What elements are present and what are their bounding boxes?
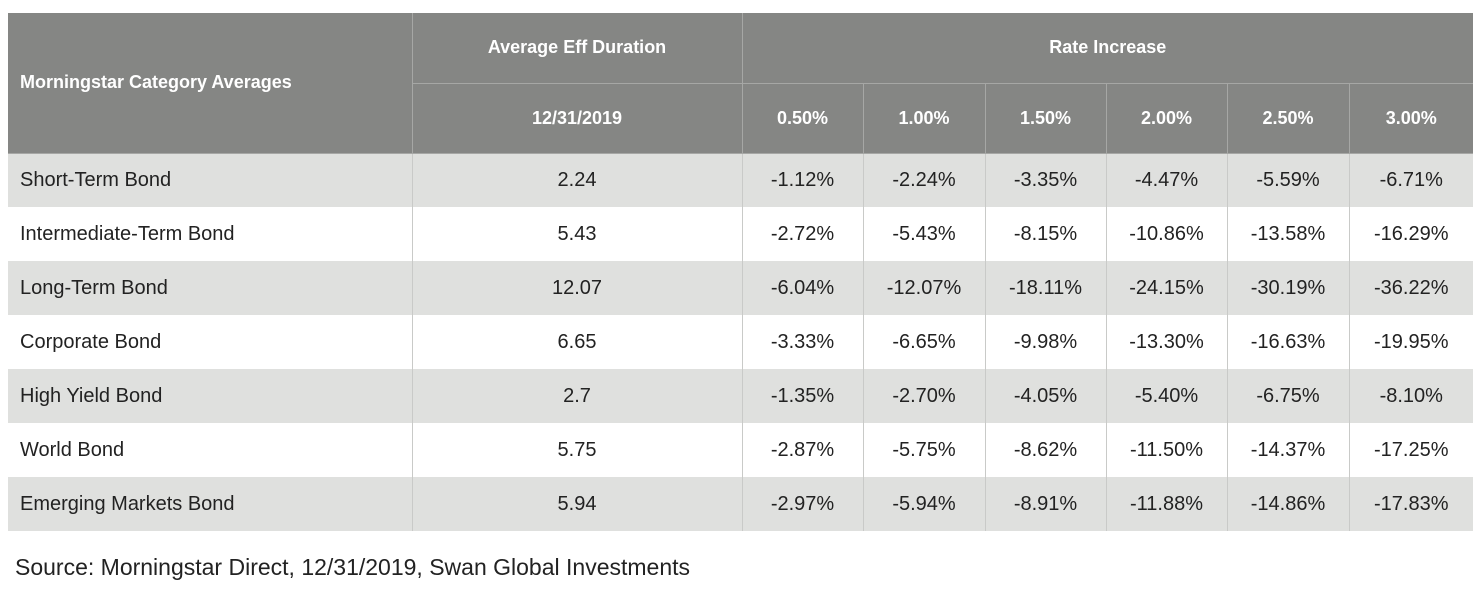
table-header: Morningstar Category Averages Average Ef…: [8, 13, 1473, 153]
rate-change-cell: -1.35%: [742, 369, 863, 423]
rate-change-cell: -2.72%: [742, 207, 863, 261]
source-note: Source: Morningstar Direct, 12/31/2019, …: [15, 554, 690, 581]
table-row: High Yield Bond 2.7 -1.35% -2.70% -4.05% -5.4…: [8, 369, 1473, 423]
header-row-1: Morningstar Category Averages Average Ef…: [8, 13, 1473, 83]
duration-cell: 6.65: [412, 315, 742, 369]
table-row: World Bond 5.75 -2.87% -5.75% -8.62% -11.50% -…: [8, 423, 1473, 477]
rate-change-cell: -3.33%: [742, 315, 863, 369]
rate-change-cell: -3.35%: [985, 153, 1106, 207]
rate-change-cell: -2.70%: [863, 369, 985, 423]
table-row: Intermediate-Term Bond 5.43 -2.72% -5.43% -8…: [8, 207, 1473, 261]
rate-change-cell: -6.71%: [1349, 153, 1473, 207]
rate-change-cell: -30.19%: [1227, 261, 1349, 315]
rate-change-cell: -5.94%: [863, 477, 985, 531]
rate-column-header: 1.50%: [985, 83, 1106, 153]
category-name-cell: Long-Term Bond: [8, 261, 412, 315]
rate-change-cell: -8.62%: [985, 423, 1106, 477]
rate-change-cell: -17.25%: [1349, 423, 1473, 477]
rate-change-cell: -4.47%: [1106, 153, 1227, 207]
table-body: Short-Term Bond 2.24 -1.12% -2.24% -3.35% -4.…: [8, 153, 1473, 531]
rate-change-cell: -5.43%: [863, 207, 985, 261]
rate-change-cell: -36.22%: [1349, 261, 1473, 315]
rate-change-cell: -8.15%: [985, 207, 1106, 261]
table-row: Emerging Markets Bond 5.94 -2.97% -5.94% -8.…: [8, 477, 1473, 531]
rate-change-cell: -1.12%: [742, 153, 863, 207]
category-name-cell: Short-Term Bond: [8, 153, 412, 207]
bond-duration-table: Morningstar Category Averages Average Ef…: [8, 13, 1473, 531]
table-row: Corporate Bond 6.65 -3.33% -6.65% -9.98% -13.…: [8, 315, 1473, 369]
duration-cell: 2.7: [412, 369, 742, 423]
rate-change-cell: -11.50%: [1106, 423, 1227, 477]
category-name-cell: High Yield Bond: [8, 369, 412, 423]
duration-header: Average Eff Duration: [412, 13, 742, 83]
category-name-cell: Emerging Markets Bond: [8, 477, 412, 531]
duration-cell: 5.43: [412, 207, 742, 261]
rate-change-cell: -5.59%: [1227, 153, 1349, 207]
rate-change-cell: -5.40%: [1106, 369, 1227, 423]
rate-change-cell: -9.98%: [985, 315, 1106, 369]
duration-date-header: 12/31/2019: [412, 83, 742, 153]
rate-change-cell: -16.29%: [1349, 207, 1473, 261]
rate-change-cell: -2.24%: [863, 153, 985, 207]
rate-change-cell: -2.87%: [742, 423, 863, 477]
duration-cell: 5.75: [412, 423, 742, 477]
rate-increase-header: Rate Increase: [742, 13, 1473, 83]
category-header: Morningstar Category Averages: [8, 13, 412, 153]
rate-column-header: 0.50%: [742, 83, 863, 153]
rate-change-cell: -13.30%: [1106, 315, 1227, 369]
rate-change-cell: -2.97%: [742, 477, 863, 531]
rate-change-cell: -16.63%: [1227, 315, 1349, 369]
rate-change-cell: -14.86%: [1227, 477, 1349, 531]
duration-cell: 5.94: [412, 477, 742, 531]
rate-change-cell: -5.75%: [863, 423, 985, 477]
rate-change-cell: -13.58%: [1227, 207, 1349, 261]
rate-change-cell: -18.11%: [985, 261, 1106, 315]
duration-cell: 2.24: [412, 153, 742, 207]
rate-column-header: 2.00%: [1106, 83, 1227, 153]
rate-change-cell: -14.37%: [1227, 423, 1349, 477]
category-name-cell: Intermediate-Term Bond: [8, 207, 412, 261]
rate-change-cell: -6.04%: [742, 261, 863, 315]
rate-change-cell: -8.10%: [1349, 369, 1473, 423]
rate-change-cell: -12.07%: [863, 261, 985, 315]
rate-change-cell: -8.91%: [985, 477, 1106, 531]
rate-change-cell: -4.05%: [985, 369, 1106, 423]
rate-change-cell: -6.65%: [863, 315, 985, 369]
rate-change-cell: -6.75%: [1227, 369, 1349, 423]
category-name-cell: World Bond: [8, 423, 412, 477]
rate-column-header: 1.00%: [863, 83, 985, 153]
duration-cell: 12.07: [412, 261, 742, 315]
rate-change-cell: -24.15%: [1106, 261, 1227, 315]
rate-change-cell: -17.83%: [1349, 477, 1473, 531]
rate-column-header: 3.00%: [1349, 83, 1473, 153]
table-row: Long-Term Bond 12.07 -6.04% -12.07% -18.11% -…: [8, 261, 1473, 315]
rate-column-header: 2.50%: [1227, 83, 1349, 153]
rate-change-cell: -11.88%: [1106, 477, 1227, 531]
rate-change-cell: -10.86%: [1106, 207, 1227, 261]
category-name-cell: Corporate Bond: [8, 315, 412, 369]
rate-change-cell: -19.95%: [1349, 315, 1473, 369]
table-row: Short-Term Bond 2.24 -1.12% -2.24% -3.35% -4.…: [8, 153, 1473, 207]
